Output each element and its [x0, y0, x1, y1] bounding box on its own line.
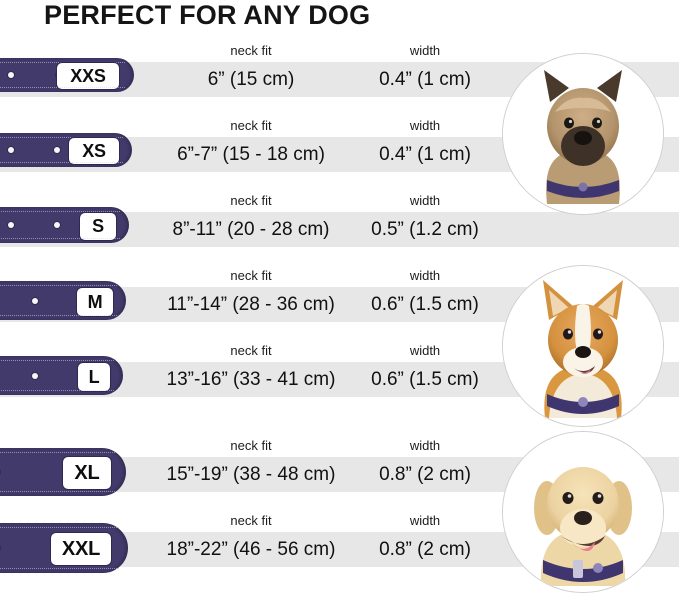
- width-value: 0.6” (1.5 cm): [371, 294, 479, 315]
- neck-fit-column-header: neck fit: [230, 118, 272, 133]
- neck-fit-value: 8”-11” (20 - 28 cm): [172, 219, 330, 240]
- width-column-header: width: [409, 513, 441, 528]
- neck-fit-column-header: neck fit: [230, 43, 272, 58]
- collar-strap-illustration: XL: [0, 448, 126, 496]
- collar-strap-illustration: XS: [0, 133, 132, 167]
- size-badge: XXL: [50, 532, 112, 566]
- collar-hole-icon: [8, 147, 14, 153]
- width-column-header: width: [409, 118, 441, 133]
- collar-strap-illustration: L: [0, 356, 123, 395]
- labrador-photo: [502, 431, 664, 593]
- width-value: 0.4” (1 cm): [379, 69, 471, 90]
- neck-fit-value: 11”-14” (28 - 36 cm): [167, 294, 335, 315]
- collar-hole-icon: [8, 222, 14, 228]
- collar-hole-icon: [54, 222, 60, 228]
- neck-fit-column-header: neck fit: [230, 343, 272, 358]
- neck-fit-column-header: neck fit: [230, 268, 272, 283]
- width-value: 0.8” (2 cm): [379, 464, 471, 485]
- neck-fit-value: 13”-16” (33 - 41 cm): [166, 369, 336, 390]
- collar-hole-icon: [8, 72, 14, 78]
- neck-fit-value: 15”-19” (38 - 48 cm): [166, 464, 336, 485]
- page-title: PERFECT FOR ANY DOG: [44, 0, 371, 30]
- collar-strap-illustration: XXL: [0, 523, 128, 573]
- width-column-header: width: [409, 43, 441, 58]
- neck-fit-column-header: neck fit: [230, 513, 272, 528]
- collar-strap-illustration: S: [0, 207, 129, 243]
- width-value: 0.4” (1 cm): [379, 144, 471, 165]
- width-value: 0.8” (2 cm): [379, 539, 471, 560]
- neck-fit-column-header: neck fit: [230, 193, 272, 208]
- size-badge: XXS: [56, 62, 120, 90]
- width-column-header: width: [409, 193, 441, 208]
- collar-hole-icon: [54, 147, 60, 153]
- collar-strap-illustration: M: [0, 281, 126, 320]
- width-value: 0.6” (1.5 cm): [371, 369, 479, 390]
- collar-hole-icon: [32, 297, 38, 304]
- size-badge: XS: [68, 137, 120, 165]
- collar-hole-icon: [32, 372, 38, 379]
- size-badge: L: [77, 362, 111, 392]
- width-value: 0.5” (1.2 cm): [371, 219, 479, 240]
- neck-fit-column-header: neck fit: [230, 438, 272, 453]
- neck-fit-value: 6” (15 cm): [207, 69, 295, 90]
- neck-fit-value: 6”-7” (15 - 18 cm): [177, 144, 325, 165]
- size-badge: S: [79, 212, 117, 241]
- width-column-header: width: [409, 343, 441, 358]
- size-badge: M: [76, 287, 114, 317]
- size-badge: XL: [62, 456, 112, 490]
- collar-strap-illustration: XXS: [0, 58, 134, 92]
- width-column-header: width: [409, 438, 441, 453]
- width-column-header: width: [409, 268, 441, 283]
- corgi-photo: [502, 265, 664, 427]
- cairn-terrier-photo: [502, 53, 664, 215]
- neck-fit-value: 18”-22” (46 - 56 cm): [166, 539, 336, 560]
